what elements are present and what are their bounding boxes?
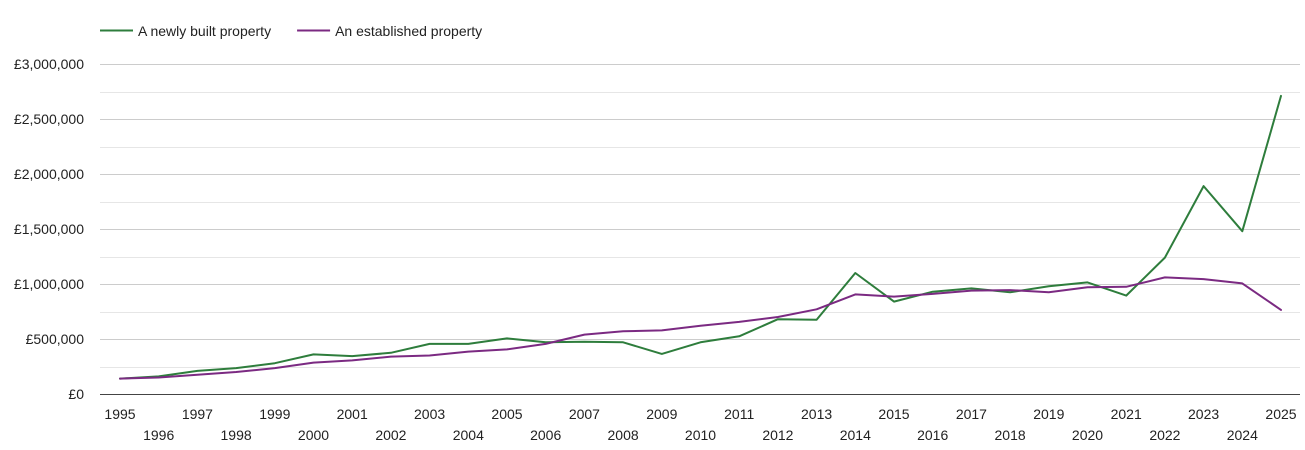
x-tick-label: 1999 [259, 406, 290, 422]
x-tick-label: 2015 [878, 406, 909, 422]
x-tick-label: 2020 [1072, 427, 1103, 443]
x-tick-label: 2013 [801, 406, 832, 422]
x-tick-label: 2005 [491, 406, 522, 422]
legend-item[interactable]: A newly built property [100, 23, 271, 39]
x-tick-label: 2000 [298, 427, 329, 443]
x-tick-label: 2003 [414, 406, 445, 422]
legend: A newly built property An established pro… [100, 23, 482, 39]
x-tick-label: 2010 [685, 427, 716, 443]
x-tick-label: 2012 [762, 427, 793, 443]
x-tick-label: 2002 [375, 427, 406, 443]
x-tick-label: 2006 [530, 427, 561, 443]
series-lines [119, 94, 1282, 380]
x-tick-label: 2024 [1227, 427, 1258, 443]
x-tick-label: 1998 [221, 427, 252, 443]
x-tick-label: 2008 [608, 427, 639, 443]
x-tick-label: 2007 [569, 406, 600, 422]
x-tick-label: 2025 [1265, 406, 1296, 422]
x-tick-label: 2011 [724, 406, 754, 422]
legend-label: A newly built property [138, 23, 271, 39]
x-tick-label: 2018 [995, 427, 1026, 443]
x-tick-label: 2023 [1188, 406, 1219, 422]
x-tick-label: 2014 [840, 427, 871, 443]
x-tick-label: 1995 [104, 406, 135, 422]
legend-item[interactable]: An established property [297, 23, 482, 39]
x-tick-label: 2017 [956, 406, 987, 422]
y-tick-label: £1,000,000 [14, 276, 84, 292]
y-tick-label: £0 [68, 386, 84, 402]
y-tick-label: £2,500,000 [14, 111, 84, 127]
x-tick-label: 2004 [453, 427, 484, 443]
x-tick-label: 2001 [337, 406, 368, 422]
series-line-newly-built [119, 94, 1282, 380]
x-tick-label: 1996 [143, 427, 174, 443]
legend-label: An established property [335, 23, 482, 39]
x-tick-label: 2021 [1111, 406, 1142, 422]
x-tick-label: 2016 [917, 427, 948, 443]
y-axis: £0 £500,000 £1,000,000 £1,500,000 £2,000,000… [14, 56, 84, 402]
y-tick-label: £3,000,000 [14, 56, 84, 72]
x-tick-label: 2009 [646, 406, 677, 422]
x-tick-label: 2019 [1033, 406, 1064, 422]
x-tick-label: 2022 [1149, 427, 1180, 443]
y-tick-label: £1,500,000 [14, 221, 84, 237]
y-tick-label: £2,000,000 [14, 166, 84, 182]
x-axis: 1995 1996 1997 1998 1999 2000 2001 2002 2003 2004… [104, 406, 1296, 443]
series-line-established [119, 276, 1282, 380]
x-tick-label: 1997 [182, 406, 213, 422]
y-tick-label: £500,000 [26, 331, 85, 347]
gridlines [100, 64, 1300, 395]
